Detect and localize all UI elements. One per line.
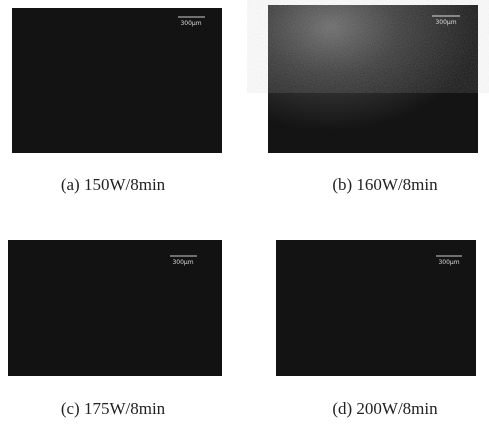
figure: 300μm (a) 150W/8min 300μm (b) 160W/8min … bbox=[0, 0, 489, 430]
panel-a: 300μm (a) 150W/8min bbox=[12, 8, 222, 194]
caption: (a) 150W/8min bbox=[61, 175, 166, 194]
caption: (d) 200W/8min bbox=[332, 399, 438, 418]
caption: (c) 175W/8min bbox=[61, 399, 166, 418]
panel-b: 300μm (b) 160W/8min bbox=[268, 5, 478, 194]
panel-c: 300μm (c) 175W/8min bbox=[8, 240, 222, 418]
caption: (b) 160W/8min bbox=[332, 175, 438, 194]
scale-label: 300μm bbox=[172, 259, 193, 266]
scale-label: 300μm bbox=[435, 19, 456, 26]
panel-d: 300μm (d) 200W/8min bbox=[276, 240, 476, 418]
scale-label: 300μm bbox=[180, 20, 201, 27]
micrograph bbox=[12, 8, 222, 153]
scale-label: 300μm bbox=[438, 259, 459, 266]
texture bbox=[268, 5, 478, 85]
